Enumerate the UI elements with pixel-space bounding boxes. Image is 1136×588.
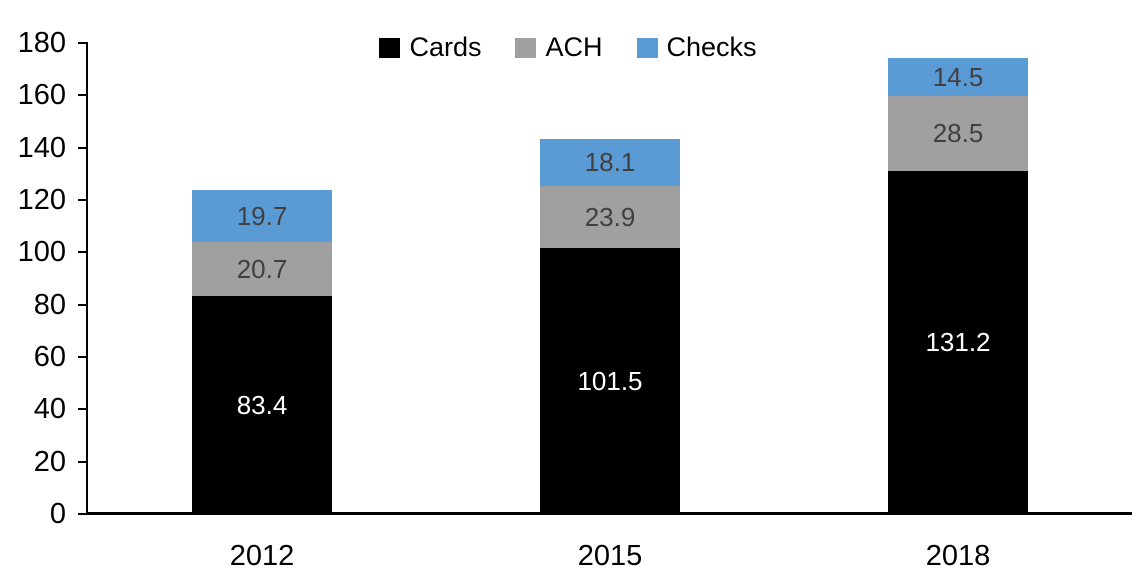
bar-value-label: 28.5 (932, 118, 984, 149)
bar-value-label: 23.9 (584, 202, 636, 233)
y-axis-tick-label: 60 (33, 341, 66, 373)
y-axis-tick (78, 460, 88, 463)
x-axis-category-label: 2015 (577, 540, 643, 572)
x-axis-category-label: 2018 (925, 540, 991, 572)
y-axis-tick (78, 513, 88, 515)
legend-label: Checks (666, 32, 757, 62)
legend: Cards ACH Checks (0, 34, 1136, 61)
y-axis-tick-label: 160 (17, 79, 66, 112)
legend-label: ACH (545, 32, 603, 62)
y-axis-tick (78, 408, 88, 411)
y-axis-tick-label: 140 (17, 131, 66, 164)
bar-value-label: 20.7 (236, 253, 288, 284)
y-axis-tick-label: 0 (49, 498, 66, 530)
y-axis-tick-label: 180 (17, 27, 66, 59)
legend-item-checks: Checks (636, 32, 757, 62)
bar-segment-ach-2015: 23.9 (540, 185, 680, 249)
y-axis-line (86, 43, 88, 514)
bar-value-label: 18.1 (584, 147, 636, 178)
y-axis-tick-label: 100 (17, 236, 66, 269)
y-axis-tick (78, 146, 88, 149)
bar-value-label: 83.4 (236, 389, 288, 420)
y-axis-tick-label: 120 (17, 184, 66, 216)
bar-value-label: 19.7 (236, 200, 288, 231)
y-axis-tick-label: 80 (33, 288, 66, 321)
bar-segment-checks-2018: 14.5 (888, 58, 1028, 97)
y-axis-tick (78, 251, 88, 254)
bar-segment-cards-2012: 83.4 (192, 295, 332, 514)
bar-segment-ach-2012: 20.7 (192, 241, 332, 296)
y-axis-tick (78, 199, 88, 201)
bar-segment-checks-2015: 18.1 (540, 138, 680, 186)
y-axis-tick-label: 40 (33, 393, 66, 426)
bar-value-label: 14.5 (932, 62, 984, 93)
x-axis-category-label: 2012 (229, 540, 295, 572)
y-axis-tick-label: 20 (33, 445, 66, 478)
y-axis-tick (78, 94, 88, 97)
y-axis-tick (78, 42, 88, 44)
y-axis-tick (78, 356, 88, 358)
bar-segment-checks-2012: 19.7 (192, 190, 332, 242)
legend-item-cards: Cards (379, 34, 481, 61)
bar-value-label: 131.2 (925, 327, 991, 358)
legend-swatch-ach (515, 37, 537, 58)
bar-segment-ach-2018: 28.5 (888, 96, 1028, 171)
legend-swatch-cards (379, 37, 401, 58)
legend-item-ach: ACH (515, 32, 603, 62)
y-axis-tick (78, 303, 88, 306)
bar-segment-cards-2015: 101.5 (540, 248, 680, 514)
bar-value-label: 101.5 (577, 366, 643, 397)
legend-swatch-checks (636, 37, 658, 58)
legend-label: Cards (409, 32, 482, 62)
bar-segment-cards-2018: 131.2 (888, 170, 1028, 514)
